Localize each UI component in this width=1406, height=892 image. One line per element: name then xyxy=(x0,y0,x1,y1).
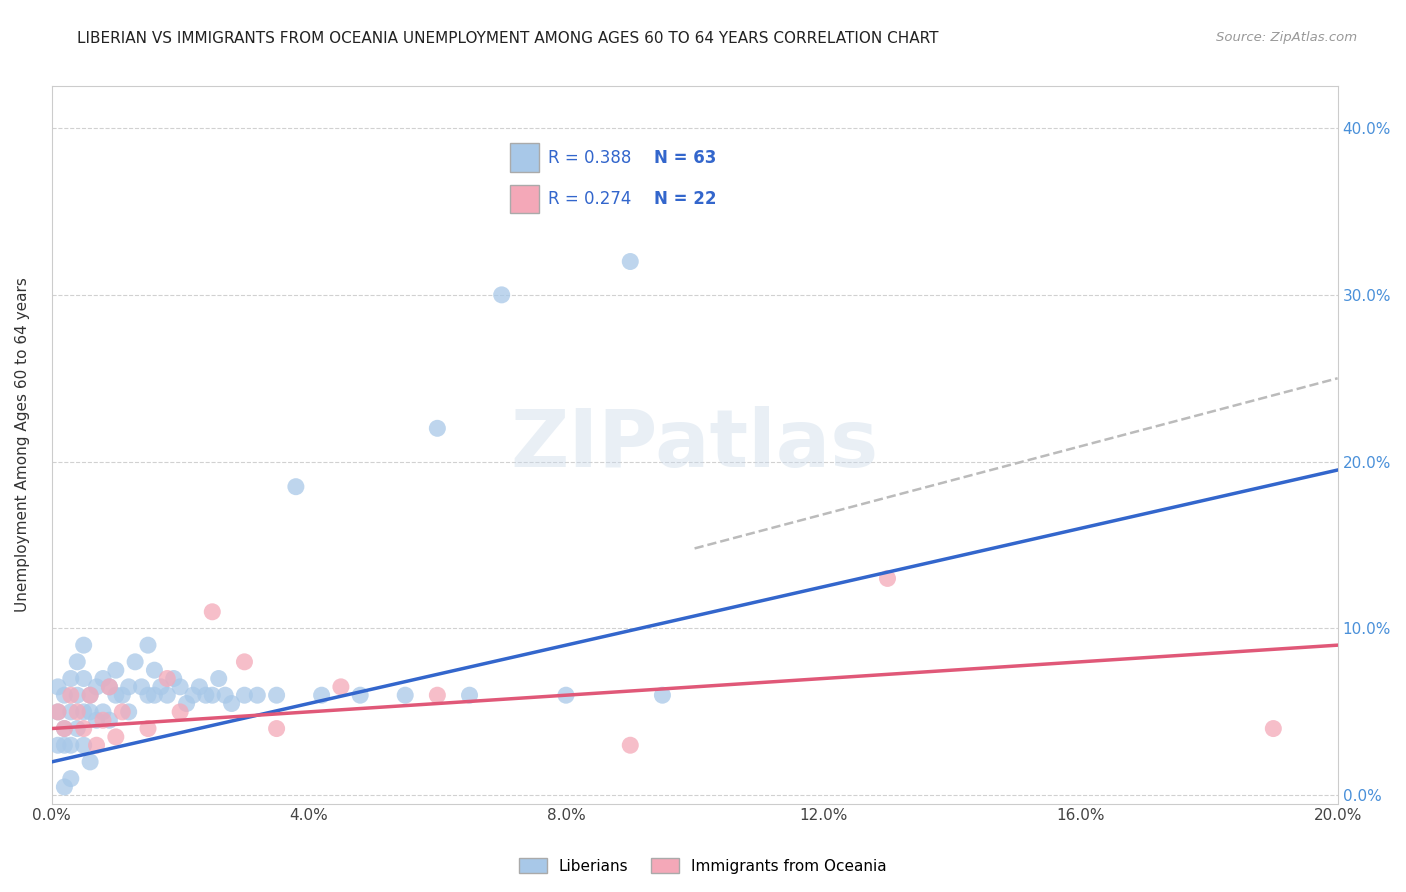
Point xyxy=(66,722,89,736)
Point xyxy=(156,688,179,702)
Bar xyxy=(510,144,538,172)
Point xyxy=(491,288,513,302)
Text: ZIPatlas: ZIPatlas xyxy=(510,406,879,484)
Point xyxy=(143,688,166,702)
Point xyxy=(59,738,82,752)
Text: N = 22: N = 22 xyxy=(654,190,716,208)
Point xyxy=(233,655,256,669)
Point xyxy=(266,722,288,736)
Point xyxy=(163,672,186,686)
Point xyxy=(458,688,481,702)
Y-axis label: Unemployment Among Ages 60 to 64 years: Unemployment Among Ages 60 to 64 years xyxy=(15,277,30,613)
Point xyxy=(53,738,76,752)
Point xyxy=(394,688,416,702)
Point xyxy=(66,655,89,669)
Point xyxy=(59,705,82,719)
Point xyxy=(104,663,127,677)
Point xyxy=(53,780,76,794)
Point xyxy=(176,697,198,711)
Point xyxy=(651,688,673,702)
Point xyxy=(246,688,269,702)
Point xyxy=(136,722,159,736)
Point xyxy=(214,688,236,702)
Point xyxy=(876,571,898,585)
Point xyxy=(284,480,307,494)
Point xyxy=(59,688,82,702)
Point xyxy=(91,672,114,686)
Point xyxy=(66,688,89,702)
Point xyxy=(104,730,127,744)
Point xyxy=(118,705,141,719)
Point xyxy=(426,688,449,702)
Point xyxy=(79,755,101,769)
Text: R = 0.274: R = 0.274 xyxy=(548,190,631,208)
Point xyxy=(53,722,76,736)
Point xyxy=(118,680,141,694)
Point xyxy=(59,672,82,686)
Point xyxy=(86,738,108,752)
Point xyxy=(66,705,89,719)
Bar xyxy=(510,185,538,213)
Point xyxy=(349,688,371,702)
Legend: Liberians, Immigrants from Oceania: Liberians, Immigrants from Oceania xyxy=(513,852,893,880)
Point xyxy=(169,680,191,694)
Point xyxy=(79,705,101,719)
Point xyxy=(59,772,82,786)
Point xyxy=(208,672,231,686)
Point xyxy=(86,713,108,727)
Point xyxy=(149,680,172,694)
Point xyxy=(124,655,146,669)
Point xyxy=(619,254,641,268)
Point xyxy=(311,688,333,702)
Point xyxy=(143,663,166,677)
Point xyxy=(73,638,96,652)
Point xyxy=(98,680,121,694)
Point xyxy=(53,688,76,702)
Point xyxy=(136,638,159,652)
Point xyxy=(104,688,127,702)
Text: LIBERIAN VS IMMIGRANTS FROM OCEANIA UNEMPLOYMENT AMONG AGES 60 TO 64 YEARS CORRE: LIBERIAN VS IMMIGRANTS FROM OCEANIA UNEM… xyxy=(77,31,939,46)
Point xyxy=(329,680,352,694)
Point xyxy=(266,688,288,702)
Point xyxy=(426,421,449,435)
Point xyxy=(555,688,578,702)
Point xyxy=(86,680,108,694)
Point xyxy=(98,713,121,727)
Point xyxy=(98,680,121,694)
Point xyxy=(46,705,69,719)
Point xyxy=(53,722,76,736)
Point xyxy=(91,705,114,719)
Point xyxy=(188,680,211,694)
Point xyxy=(46,705,69,719)
Point xyxy=(79,688,101,702)
Point xyxy=(73,672,96,686)
Point xyxy=(46,680,69,694)
Point xyxy=(91,713,114,727)
Point xyxy=(73,705,96,719)
Point xyxy=(73,738,96,752)
Point xyxy=(136,688,159,702)
Text: R = 0.388: R = 0.388 xyxy=(548,149,631,167)
Point xyxy=(201,688,224,702)
Point xyxy=(111,705,134,719)
Point xyxy=(131,680,153,694)
Point xyxy=(201,605,224,619)
Point xyxy=(73,722,96,736)
Point xyxy=(46,738,69,752)
Point xyxy=(79,688,101,702)
Point xyxy=(233,688,256,702)
Point xyxy=(221,697,243,711)
Point xyxy=(156,672,179,686)
Point xyxy=(169,705,191,719)
Point xyxy=(619,738,641,752)
Point xyxy=(111,688,134,702)
Point xyxy=(194,688,217,702)
Point xyxy=(1263,722,1285,736)
Text: Source: ZipAtlas.com: Source: ZipAtlas.com xyxy=(1216,31,1357,45)
Point xyxy=(181,688,204,702)
Text: N = 63: N = 63 xyxy=(654,149,716,167)
